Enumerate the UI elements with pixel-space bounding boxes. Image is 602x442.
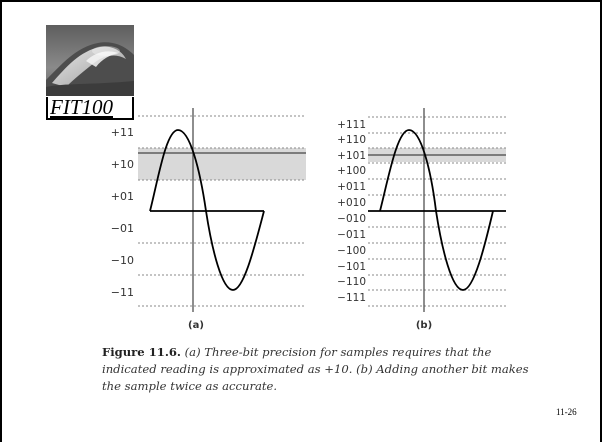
logo-text: FIT100 bbox=[46, 97, 134, 120]
panel-b-label: (b) bbox=[416, 320, 432, 331]
slide-frame-left bbox=[0, 0, 2, 442]
panel-b-y-label: −011 bbox=[337, 229, 366, 241]
panel-a: +11 +10 +01 −01 −10 −11 (a) bbox=[111, 108, 306, 331]
panel-a-y-label: +01 bbox=[111, 190, 134, 203]
panel-b-y-label: +101 bbox=[337, 150, 366, 162]
panel-b-y-label: −010 bbox=[337, 213, 366, 225]
panel-b-gridlines bbox=[368, 116, 506, 307]
fit100-logo: FIT100 bbox=[46, 25, 134, 120]
figure-caption: Figure 11.6. (a) Three-bit precision for… bbox=[102, 344, 542, 395]
panel-b-y-label: +010 bbox=[337, 197, 366, 209]
wave-photo-icon bbox=[46, 25, 134, 96]
panel-a-sine-wave bbox=[149, 129, 265, 291]
panel-b-y-label: −101 bbox=[337, 261, 366, 273]
panel-a-y-label: +10 bbox=[111, 158, 134, 171]
panel-b-y-label: −110 bbox=[337, 276, 366, 288]
panel-a-y-label: −10 bbox=[111, 254, 134, 267]
slide-frame-right bbox=[600, 0, 602, 442]
panel-a-y-label: −01 bbox=[111, 222, 134, 235]
figure-caption-text: (a) Three-bit precision for samples requ… bbox=[102, 345, 529, 393]
panel-b-y-label: +110 bbox=[337, 134, 366, 146]
panel-b-y-label: +111 bbox=[337, 119, 366, 131]
panel-a-y-label: +11 bbox=[111, 126, 134, 139]
page-number: 11-26 bbox=[556, 407, 577, 417]
panel-a-gridlines bbox=[138, 115, 306, 307]
panel-a-label: (a) bbox=[188, 320, 204, 331]
panel-b-y-label: +100 bbox=[337, 165, 366, 177]
panel-b-y-label: −100 bbox=[337, 245, 366, 257]
panel-b-y-label: +011 bbox=[337, 181, 366, 193]
panel-b-sine-wave bbox=[379, 129, 494, 291]
panel-b: +111 +110 +101 +100 +011 +010 −010 −011 … bbox=[337, 108, 506, 331]
panel-a-y-label: −11 bbox=[111, 286, 134, 299]
figure-caption-label: Figure 11.6. bbox=[102, 345, 181, 359]
panel-b-y-label: −111 bbox=[337, 292, 366, 304]
slide-frame-top bbox=[0, 0, 602, 2]
